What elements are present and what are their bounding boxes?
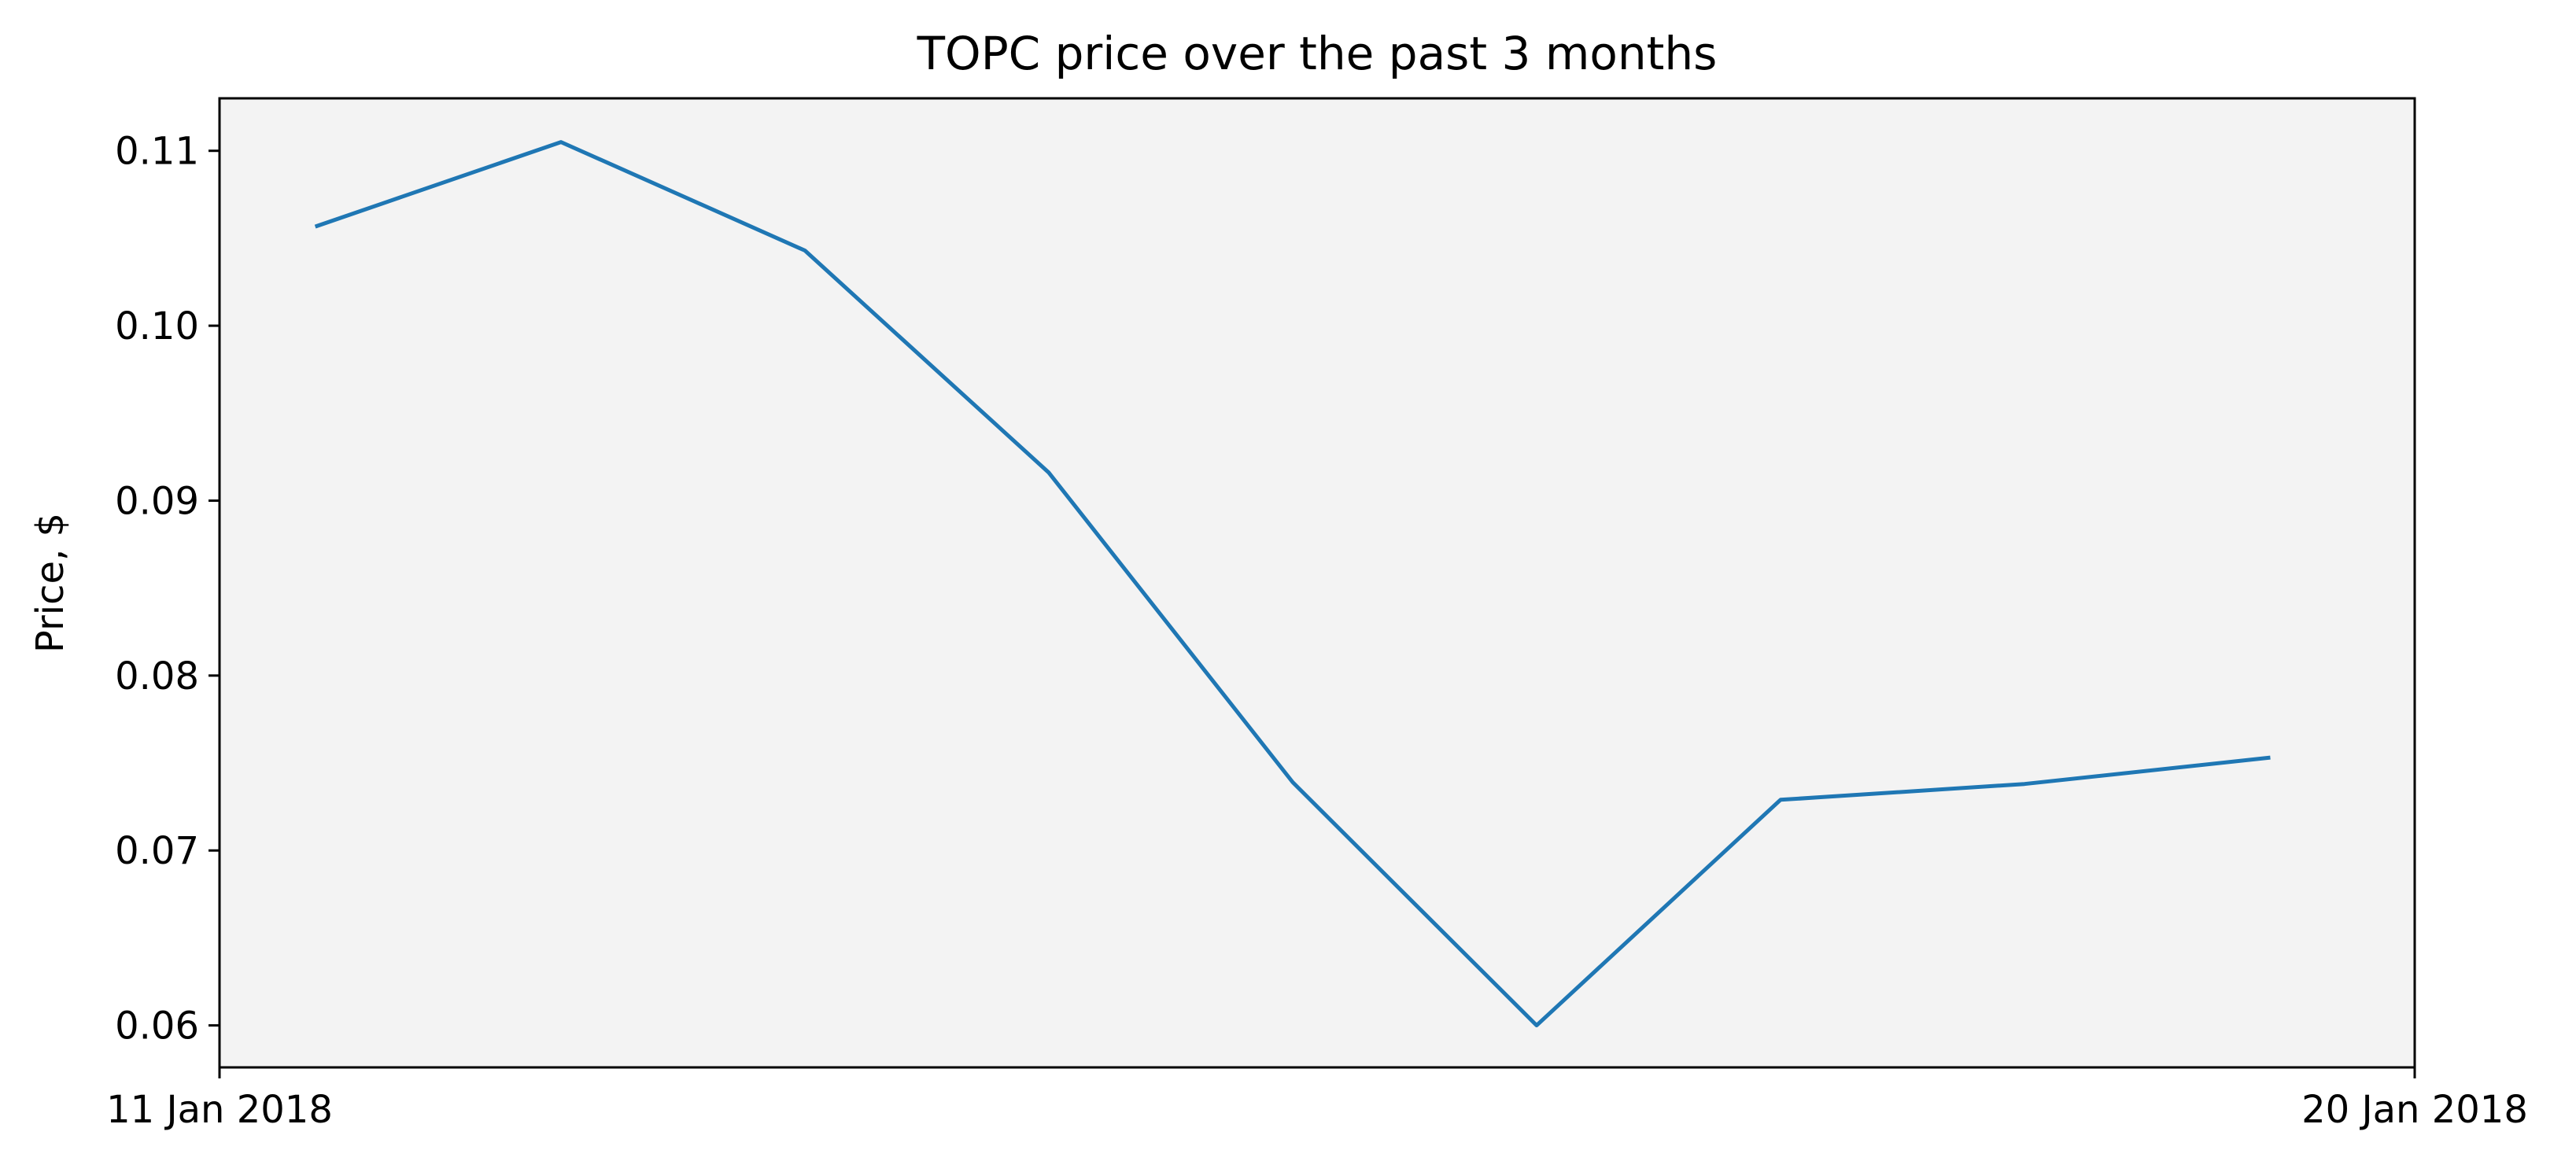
x-tick-label: 20 Jan 2018 (2301, 1088, 2528, 1132)
y-tick-label: 0.06 (115, 1004, 199, 1049)
y-tick-label: 0.11 (115, 130, 199, 174)
y-tick-label: 0.10 (115, 304, 199, 348)
x-tick-label: 11 Jan 2018 (106, 1088, 333, 1132)
series-line-topc (314, 140, 2271, 1028)
y-tick-label: 0.07 (115, 829, 199, 873)
y-axis: 0.06 0.07 0.08 0.09 0.10 0.11 (115, 130, 220, 1049)
x-axis: 11 Jan 2018 20 Jan 2018 (106, 1067, 2528, 1132)
y-tick-label: 0.09 (115, 479, 199, 523)
y-axis-label: Price, $ (28, 513, 72, 653)
chart-title: TOPC price over the past 3 months (917, 27, 1718, 80)
plot-area (218, 97, 2416, 1069)
y-tick-label: 0.08 (115, 654, 199, 698)
series-layer (314, 140, 2271, 1028)
